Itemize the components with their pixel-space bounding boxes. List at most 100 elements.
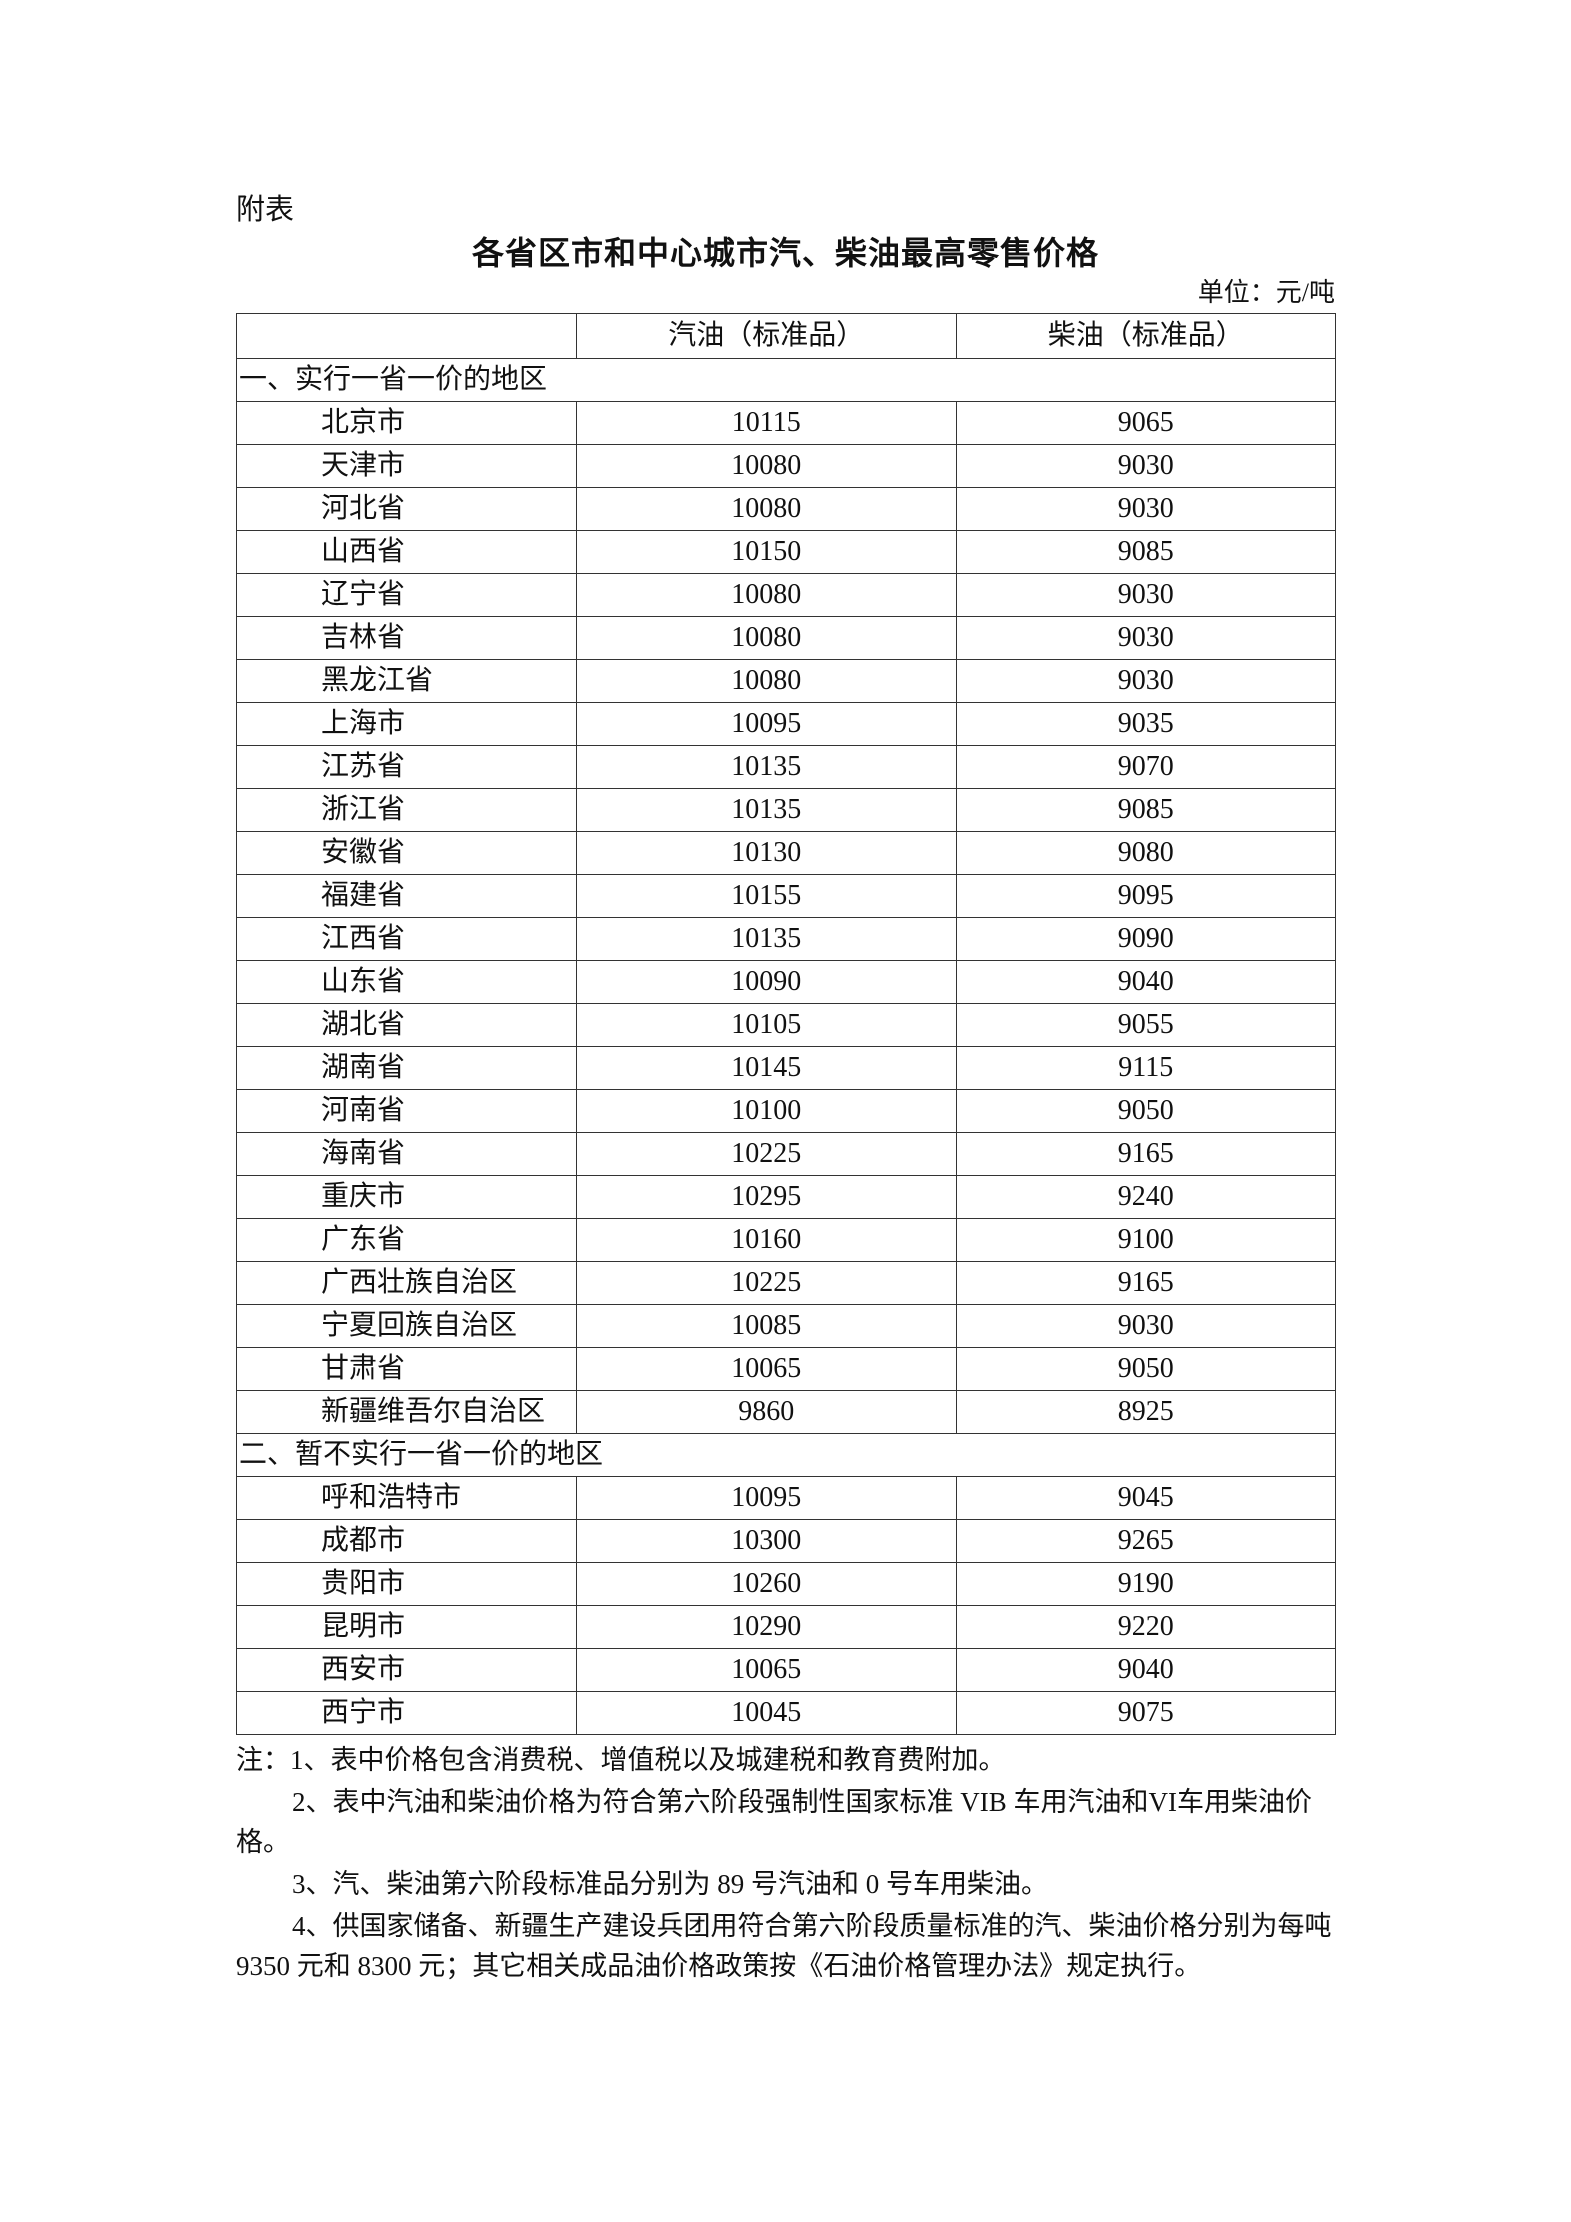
gasoline-price: 10080 <box>576 444 957 488</box>
diesel-price: 8925 <box>955 1390 1336 1434</box>
table-row: 江西省 10135 9090 <box>236 917 1336 961</box>
table-row: 重庆市 10295 9240 <box>236 1175 1336 1219</box>
table-row: 吉林省 10080 9030 <box>236 616 1336 660</box>
section-row: 一、实行一省一价的地区 <box>236 358 1336 402</box>
gasoline-price: 10095 <box>576 1476 957 1520</box>
diesel-price: 9035 <box>955 702 1336 746</box>
region-name: 河南省 <box>236 1089 577 1133</box>
diesel-price: 9100 <box>955 1218 1336 1262</box>
header-gasoline: 汽油（标准品） <box>576 313 957 359</box>
document-title: 各省区市和中心城市汽、柴油最高零售价格 <box>471 235 1099 271</box>
gasoline-price: 10115 <box>576 401 957 445</box>
table-row: 福建省 10155 9095 <box>236 874 1336 918</box>
diesel-price: 9075 <box>955 1691 1336 1735</box>
region-name: 宁夏回族自治区 <box>236 1304 577 1348</box>
region-name: 天津市 <box>236 444 577 488</box>
gasoline-price: 10135 <box>576 745 957 789</box>
gasoline-price: 10260 <box>576 1562 957 1606</box>
section-row: 二、暂不实行一省一价的地区 <box>236 1433 1336 1477</box>
diesel-price: 9220 <box>955 1605 1336 1649</box>
diesel-price: 9095 <box>955 874 1336 918</box>
region-name: 湖北省 <box>236 1003 577 1047</box>
table-row: 西宁市 10045 9075 <box>236 1691 1336 1735</box>
diesel-price: 9065 <box>955 401 1336 445</box>
region-name: 西宁市 <box>236 1691 577 1735</box>
region-name: 北京市 <box>236 401 577 445</box>
region-name: 湖南省 <box>236 1046 577 1090</box>
diesel-price: 9085 <box>955 788 1336 832</box>
region-name: 海南省 <box>236 1132 577 1176</box>
table-row: 昆明市 10290 9220 <box>236 1605 1336 1649</box>
notes: 注：1、表中价格包含消费税、增值税以及城建税和教育费附加。 2、表中汽油和柴油价… <box>236 1740 1336 1988</box>
region-name: 广西壮族自治区 <box>236 1261 577 1305</box>
table-row: 海南省 10225 9165 <box>236 1132 1336 1176</box>
table-row: 广西壮族自治区 10225 9165 <box>236 1261 1336 1305</box>
gasoline-price: 10065 <box>576 1347 957 1391</box>
header-region <box>236 313 577 359</box>
diesel-price: 9030 <box>955 616 1336 660</box>
table-row: 宁夏回族自治区 10085 9030 <box>236 1304 1336 1348</box>
table-row: 黑龙江省 10080 9030 <box>236 659 1336 703</box>
gasoline-price: 10225 <box>576 1132 957 1176</box>
gasoline-price: 10135 <box>576 788 957 832</box>
gasoline-price: 10145 <box>576 1046 957 1090</box>
region-name: 吉林省 <box>236 616 577 660</box>
gasoline-price: 10080 <box>576 616 957 660</box>
region-name: 甘肃省 <box>236 1347 577 1391</box>
section-label: 一、实行一省一价的地区 <box>236 358 1336 402</box>
diesel-price: 9240 <box>955 1175 1336 1219</box>
diesel-price: 9050 <box>955 1347 1336 1391</box>
region-name: 贵阳市 <box>236 1562 577 1606</box>
diesel-price: 9050 <box>955 1089 1336 1133</box>
section-label: 二、暂不实行一省一价的地区 <box>236 1433 1336 1477</box>
region-name: 重庆市 <box>236 1175 577 1219</box>
diesel-price: 9030 <box>955 573 1336 617</box>
diesel-price: 9045 <box>955 1476 1336 1520</box>
gasoline-price: 10080 <box>576 573 957 617</box>
gasoline-price: 10160 <box>576 1218 957 1262</box>
table-row: 甘肃省 10065 9050 <box>236 1347 1336 1391</box>
gasoline-price: 10225 <box>576 1261 957 1305</box>
unit-label: 单位：元/吨 <box>1197 278 1335 307</box>
diesel-price: 9030 <box>955 487 1336 531</box>
table-row: 湖南省 10145 9115 <box>236 1046 1336 1090</box>
diesel-price: 9090 <box>955 917 1336 961</box>
table-row: 北京市 10115 9065 <box>236 401 1336 445</box>
diesel-price: 9030 <box>955 1304 1336 1348</box>
table-row: 江苏省 10135 9070 <box>236 745 1336 789</box>
table-row: 辽宁省 10080 9030 <box>236 573 1336 617</box>
table-row: 山西省 10150 9085 <box>236 530 1336 574</box>
diesel-price: 9030 <box>955 659 1336 703</box>
region-name: 江西省 <box>236 917 577 961</box>
table-row: 贵阳市 10260 9190 <box>236 1562 1336 1606</box>
region-name: 西安市 <box>236 1648 577 1692</box>
gasoline-price: 10105 <box>576 1003 957 1047</box>
price-table: 汽油（标准品） 柴油（标准品） 一、实行一省一价的地区 北京市 10115 9065 天… <box>236 313 1336 1735</box>
region-name: 广东省 <box>236 1218 577 1262</box>
note-3: 3、汽、柴油第六阶段标准品分别为 89 号汽油和 0 号车用柴油。 <box>292 1869 1048 1899</box>
diesel-price: 9055 <box>955 1003 1336 1047</box>
table-row: 河南省 10100 9050 <box>236 1089 1336 1133</box>
note-2: 2、表中汽油和柴油价格为符合第六阶段强制性国家标准 VIB 车用汽油和VI车用柴… <box>236 1787 1312 1857</box>
gasoline-price: 10045 <box>576 1691 957 1735</box>
gasoline-price: 10080 <box>576 487 957 531</box>
diesel-price: 9070 <box>955 745 1336 789</box>
gasoline-price: 10095 <box>576 702 957 746</box>
table-row: 浙江省 10135 9085 <box>236 788 1336 832</box>
gasoline-price: 10150 <box>576 530 957 574</box>
region-name: 江苏省 <box>236 745 577 789</box>
region-name: 山东省 <box>236 960 577 1004</box>
gasoline-price: 10080 <box>576 659 957 703</box>
region-name: 黑龙江省 <box>236 659 577 703</box>
gasoline-price: 10100 <box>576 1089 957 1133</box>
diesel-price: 9115 <box>955 1046 1336 1090</box>
diesel-price: 9265 <box>955 1519 1336 1563</box>
table-row: 上海市 10095 9035 <box>236 702 1336 746</box>
diesel-price: 9165 <box>955 1261 1336 1305</box>
gasoline-price: 10065 <box>576 1648 957 1692</box>
diesel-price: 9030 <box>955 444 1336 488</box>
table-row: 广东省 10160 9100 <box>236 1218 1336 1262</box>
diesel-price: 9085 <box>955 530 1336 574</box>
note-1: 注：1、表中价格包含消费税、增值税以及城建税和教育费附加。 <box>236 1745 1006 1775</box>
region-name: 新疆维吾尔自治区 <box>236 1390 577 1434</box>
